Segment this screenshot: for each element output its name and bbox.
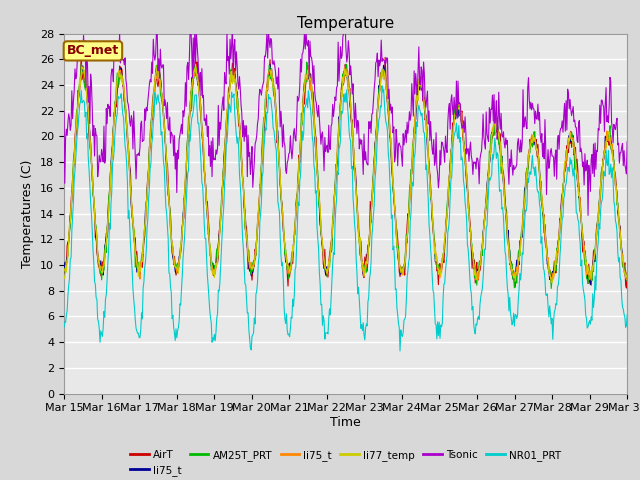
AM25T_PRT bbox=[70, 152, 78, 157]
AM25T_PRT bbox=[415, 80, 422, 86]
NR01_PRT bbox=[70, 177, 78, 182]
AM25T_PRT bbox=[128, 212, 136, 218]
AirT bbox=[415, 87, 422, 93]
Tsonic bbox=[70, 88, 78, 94]
li77_temp bbox=[216, 228, 224, 233]
NR01_PRT bbox=[128, 267, 136, 273]
Tsonic bbox=[215, 143, 223, 148]
AirT bbox=[77, 52, 85, 58]
NR01_PRT bbox=[396, 348, 404, 354]
li77_temp bbox=[186, 118, 193, 124]
li75_t bbox=[186, 110, 193, 116]
AirT bbox=[129, 221, 137, 227]
Tsonic bbox=[623, 139, 631, 144]
NR01_PRT bbox=[215, 288, 223, 294]
li77_temp bbox=[431, 244, 439, 250]
AirT bbox=[431, 252, 439, 258]
li75_t bbox=[431, 247, 439, 253]
Line: li77_temp: li77_temp bbox=[64, 64, 627, 283]
Line: li75_t: li75_t bbox=[64, 64, 627, 284]
li75_t bbox=[266, 61, 274, 67]
Tsonic bbox=[186, 56, 193, 62]
AirT bbox=[186, 107, 194, 112]
AM25T_PRT bbox=[60, 268, 68, 274]
li77_temp bbox=[128, 210, 136, 216]
AM25T_PRT bbox=[431, 255, 439, 261]
AM25T_PRT bbox=[215, 238, 223, 243]
X-axis label: Time: Time bbox=[330, 416, 361, 429]
li75_t bbox=[128, 206, 136, 212]
li75_t bbox=[186, 115, 193, 121]
NR01_PRT bbox=[416, 107, 424, 112]
li75_t bbox=[415, 86, 422, 92]
li75_t bbox=[128, 214, 136, 219]
li75_t bbox=[60, 272, 68, 277]
Tsonic bbox=[60, 108, 68, 114]
AirT bbox=[70, 154, 78, 160]
li75_t bbox=[70, 155, 78, 160]
NR01_PRT bbox=[60, 324, 68, 330]
li75_t bbox=[305, 63, 313, 69]
Title: Temperature: Temperature bbox=[297, 16, 394, 31]
li75_t bbox=[431, 259, 439, 264]
NR01_PRT bbox=[432, 322, 440, 327]
AM25T_PRT bbox=[623, 278, 631, 284]
AM25T_PRT bbox=[186, 113, 193, 119]
li77_temp bbox=[70, 161, 78, 167]
AirT bbox=[623, 285, 630, 291]
li77_temp bbox=[192, 61, 200, 67]
li75_t bbox=[623, 270, 631, 276]
li77_temp bbox=[60, 275, 68, 280]
li75_t bbox=[215, 237, 223, 243]
Y-axis label: Temperatures (C): Temperatures (C) bbox=[22, 159, 35, 268]
Line: NR01_PRT: NR01_PRT bbox=[64, 86, 627, 351]
AM25T_PRT bbox=[303, 60, 310, 65]
li75_t bbox=[70, 156, 78, 161]
li75_t bbox=[215, 233, 223, 239]
li77_temp bbox=[548, 280, 556, 286]
NR01_PRT bbox=[623, 312, 631, 317]
Line: Tsonic: Tsonic bbox=[64, 25, 627, 216]
AirT bbox=[60, 270, 68, 276]
Line: li75_t: li75_t bbox=[64, 66, 627, 281]
AirT bbox=[623, 269, 631, 275]
Line: AM25T_PRT: AM25T_PRT bbox=[64, 62, 627, 288]
li75_t bbox=[474, 278, 481, 284]
Line: AirT: AirT bbox=[64, 55, 627, 288]
li75_t bbox=[586, 281, 594, 287]
li75_t bbox=[60, 268, 68, 274]
NR01_PRT bbox=[186, 131, 193, 137]
Legend: AirT, li75_t, AM25T_PRT, li75_t, li77_temp, Tsonic, NR01_PRT: AirT, li75_t, AM25T_PRT, li75_t, li77_te… bbox=[125, 445, 566, 480]
Tsonic bbox=[584, 213, 592, 218]
AirT bbox=[216, 225, 224, 231]
li75_t bbox=[623, 276, 631, 282]
li77_temp bbox=[415, 76, 422, 82]
Tsonic bbox=[415, 44, 422, 50]
li75_t bbox=[415, 77, 422, 83]
li77_temp bbox=[623, 270, 631, 276]
Tsonic bbox=[228, 23, 236, 28]
Tsonic bbox=[431, 159, 439, 165]
Text: BC_met: BC_met bbox=[67, 44, 119, 58]
AM25T_PRT bbox=[547, 286, 555, 291]
Tsonic bbox=[128, 118, 136, 123]
NR01_PRT bbox=[378, 83, 386, 89]
